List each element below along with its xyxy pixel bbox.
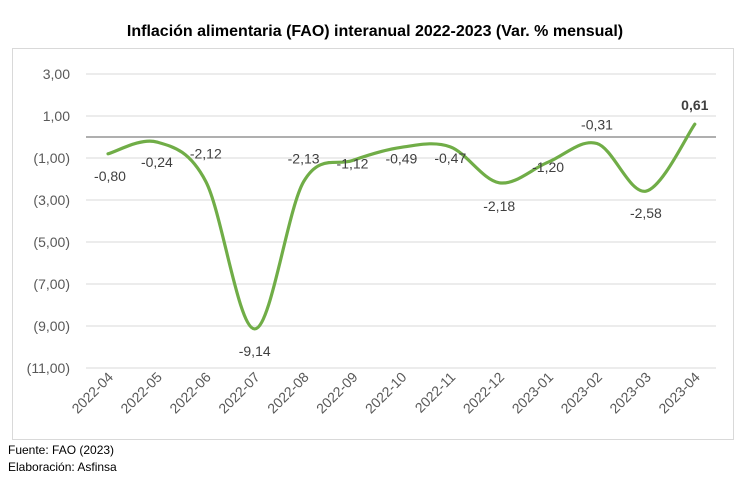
x-tick-label: 2022-12 xyxy=(460,369,508,417)
series-line xyxy=(106,122,697,331)
x-tick-label: 2023-02 xyxy=(557,369,605,417)
data-label: -0,31 xyxy=(581,117,613,133)
data-label: -9,14 xyxy=(239,343,271,359)
data-label: -2,12 xyxy=(190,146,222,162)
y-tick-label: 3,00 xyxy=(43,66,70,82)
x-tick-label: 2022-06 xyxy=(166,369,214,417)
x-tick-label: 2022-08 xyxy=(264,369,312,417)
x-tick-label: 2023-01 xyxy=(509,369,557,417)
x-tick-label: 2022-09 xyxy=(313,369,361,417)
y-tick-label: 1,00 xyxy=(43,108,70,124)
x-tick-label: 2022-05 xyxy=(117,369,165,417)
chart-border xyxy=(12,48,734,440)
data-label: -0,49 xyxy=(385,150,417,166)
x-tick-label: 2022-10 xyxy=(362,369,410,417)
x-tick-label: 2022-04 xyxy=(68,369,116,417)
x-tick-label: 2022-11 xyxy=(412,369,459,416)
x-tick-label: 2022-07 xyxy=(215,369,263,417)
data-label: -1,20 xyxy=(532,159,564,175)
data-label: 0,61 xyxy=(681,97,708,113)
data-label: -2,58 xyxy=(630,205,662,221)
data-label: -0,47 xyxy=(434,150,466,166)
data-label: -0,24 xyxy=(141,154,173,170)
data-label: -1,12 xyxy=(337,156,369,172)
y-tick-label: (11,00) xyxy=(27,360,70,376)
chart-title: Inflación alimentaria (FAO) interanual 2… xyxy=(127,23,623,40)
x-tick-label: 2023-04 xyxy=(655,369,703,417)
y-tick-label: (1,00) xyxy=(33,150,70,166)
data-label: -2,18 xyxy=(483,198,515,214)
x-tick-label: 2023-03 xyxy=(606,369,654,417)
data-label: -0,80 xyxy=(94,168,126,184)
credit-note: Elaboración: Asfinsa xyxy=(8,460,117,474)
y-tick-label: (5,00) xyxy=(33,234,70,250)
source-note: Fuente: FAO (2023) xyxy=(8,443,115,457)
y-tick-label: (3,00) xyxy=(33,192,70,208)
y-tick-label: (9,00) xyxy=(33,318,70,334)
y-tick-label: (7,00) xyxy=(33,276,70,292)
data-label: -2,13 xyxy=(288,151,320,167)
